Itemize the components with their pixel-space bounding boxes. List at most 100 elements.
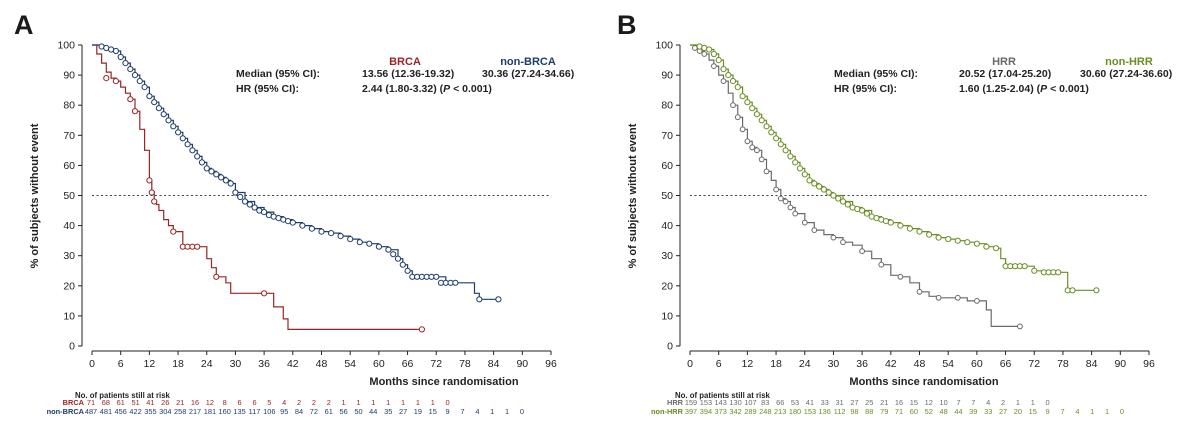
x-tick-label: 96 xyxy=(1143,358,1155,370)
risk-value: 153 xyxy=(700,398,712,407)
censor-mark xyxy=(495,296,502,303)
series-hrr xyxy=(690,44,1023,330)
x-tick-label: 6 xyxy=(118,358,124,370)
censor-mark xyxy=(720,78,727,84)
median-non-hrr-value: 30.60 (27.24-36.60) xyxy=(1080,68,1172,80)
censor-mark xyxy=(151,99,158,106)
median-label-a: Median (95% CI): xyxy=(236,68,320,80)
censor-mark xyxy=(246,201,253,208)
risk-value: 2 xyxy=(327,398,331,407)
x-tick-label: 78 xyxy=(1057,358,1069,370)
x-tick-label: 24 xyxy=(799,358,811,370)
risk-value: 248 xyxy=(759,407,771,416)
risk-value: 180 xyxy=(789,407,801,416)
survival-curve-non-hrr xyxy=(690,44,1097,291)
censor-mark xyxy=(141,84,148,91)
risk-value: 68 xyxy=(102,398,110,407)
risk-value: 397 xyxy=(685,407,697,416)
risk-value: 289 xyxy=(744,407,756,416)
risk-value: 1 xyxy=(356,398,360,407)
censor-mark xyxy=(112,78,120,85)
survival-curve-brca xyxy=(92,44,422,330)
censor-mark xyxy=(261,290,268,297)
censor-mark xyxy=(112,47,120,55)
series-brca xyxy=(92,44,425,333)
censor-mark xyxy=(127,66,134,73)
y-tick-label: 10 xyxy=(661,310,673,322)
x-tick-label: 42 xyxy=(885,358,897,370)
censor-mark xyxy=(859,207,866,214)
censor-mark xyxy=(926,231,933,238)
x-tick-label: 66 xyxy=(402,358,414,370)
censor-mark xyxy=(777,141,784,148)
censor-mark xyxy=(954,294,961,301)
risk-value: 422 xyxy=(129,407,141,416)
risk-value: 8 xyxy=(223,398,227,407)
censor-mark xyxy=(954,237,961,244)
hr-label-a: HR (95% CI): xyxy=(236,83,299,95)
risk-value: 48 xyxy=(939,407,947,416)
axes-0: 0 10 20 30 40 50 60 70 80 90 100 0 6 12 18 24 30 36 42 48 54… xyxy=(57,40,557,371)
censor-mark xyxy=(830,234,837,241)
censor-mark xyxy=(792,210,799,217)
x-tick-label: 0 xyxy=(89,358,95,370)
hr-value-a-p: P xyxy=(443,83,451,95)
censor-mark xyxy=(151,198,158,205)
risk-value: 112 xyxy=(834,407,846,416)
y-tick-label: 100 xyxy=(655,40,673,52)
y-axis-title-b: % of subjects without event xyxy=(627,123,639,268)
risk-value: 355 xyxy=(144,407,156,416)
censor-mark xyxy=(1031,267,1038,274)
censor-mark xyxy=(787,204,794,211)
risk-value: 217 xyxy=(189,407,201,416)
hr-value-a-suffix: < 0.001) xyxy=(450,83,492,95)
censor-mark xyxy=(232,189,239,196)
risk-value: 1 xyxy=(1105,407,1109,416)
censor-mark xyxy=(863,210,871,217)
risk-value: 21 xyxy=(880,398,888,407)
y-tick-label: 50 xyxy=(63,190,75,202)
censor-mark xyxy=(1093,287,1100,294)
censor-mark xyxy=(476,296,483,303)
x-tick-label: 84 xyxy=(488,358,500,370)
censor-mark xyxy=(375,243,382,250)
x-tick-label: 84 xyxy=(1086,358,1098,370)
censor-mark xyxy=(897,222,904,229)
risk-value: 71 xyxy=(87,398,95,407)
censor-mark xyxy=(773,186,779,193)
censor-mark xyxy=(916,228,923,235)
censor-mark xyxy=(356,239,363,246)
risk-value: 117 xyxy=(249,407,261,416)
risk-value: 342 xyxy=(729,407,741,416)
risk-value: 33 xyxy=(984,407,992,416)
censor-mark xyxy=(844,201,851,208)
y-tick-label: 90 xyxy=(63,70,75,82)
censor-mark xyxy=(763,123,770,130)
panel-a: A BRCA non-BRCA Median (95% CI): HR (95%… xyxy=(14,10,574,416)
risk-value: 1 xyxy=(342,398,346,407)
censor-mark xyxy=(433,273,440,280)
censor-mark xyxy=(754,147,760,154)
risk-table-1: HRR 159 153 143 130 107 83 66 53 41 33 31 27 25 21 16 15… xyxy=(651,398,1124,416)
x-tick-label: 54 xyxy=(942,358,954,370)
censor-mark xyxy=(749,105,756,112)
legend-non-brca: non-BRCA xyxy=(500,56,556,68)
axes-1: 0 10 20 30 40 50 60 70 80 90 100 0 6 12 18 24 30 36 42 48 54… xyxy=(655,40,1155,371)
censor-mark xyxy=(725,72,732,79)
x-tick-label: 12 xyxy=(144,358,156,370)
y-tick-label: 30 xyxy=(661,250,673,262)
risk-value: 56 xyxy=(339,407,347,416)
risk-value: 7 xyxy=(1060,407,1064,416)
censor-mark xyxy=(218,174,225,181)
censor-mark xyxy=(170,123,177,130)
risk-value: 31 xyxy=(835,398,843,407)
y-tick-label: 20 xyxy=(63,280,75,292)
censor-mark xyxy=(146,93,153,100)
risk-value: 84 xyxy=(295,407,303,416)
censor-mark xyxy=(1069,287,1076,294)
censor-mark xyxy=(730,102,736,109)
hr-label-b: HR (95% CI): xyxy=(834,83,897,95)
risk-value: 1 xyxy=(401,398,405,407)
censor-mark xyxy=(241,198,249,205)
y-tick-label: 90 xyxy=(661,70,673,82)
